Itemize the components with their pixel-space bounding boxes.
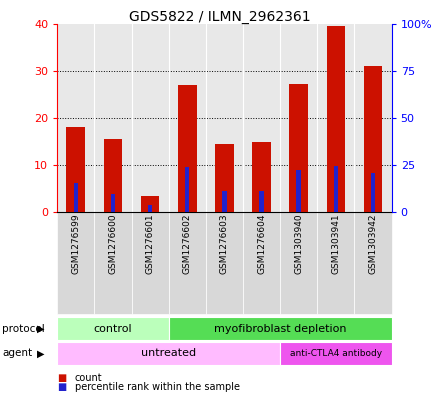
Text: GDS5822 / ILMN_2962361: GDS5822 / ILMN_2962361 [129,10,311,24]
Text: ■: ■ [57,382,66,392]
Bar [290,84,308,212]
Text: anti-CTLA4 antibody: anti-CTLA4 antibody [290,349,382,358]
Bar [141,196,159,212]
Bar [222,191,227,212]
Text: protocol: protocol [2,323,45,334]
Text: agent: agent [2,348,32,358]
Bar [185,167,190,212]
Bar [297,170,301,212]
Bar [215,144,234,212]
Bar [259,191,264,212]
Text: ▶: ▶ [37,323,45,334]
Bar [66,127,85,212]
Bar [111,194,115,212]
Text: control: control [94,323,132,334]
Bar [252,142,271,212]
Text: ■: ■ [57,373,66,383]
Text: count: count [75,373,103,383]
Bar [148,205,152,212]
Bar [326,26,345,212]
Bar [178,85,197,212]
Text: percentile rank within the sample: percentile rank within the sample [75,382,240,392]
Bar [364,66,382,212]
Bar [371,173,375,212]
Bar [334,166,338,212]
Text: myofibroblast depletion: myofibroblast depletion [214,323,346,334]
Bar [104,139,122,212]
Bar [73,183,78,212]
Text: ▶: ▶ [37,348,45,358]
Text: untreated: untreated [141,348,196,358]
